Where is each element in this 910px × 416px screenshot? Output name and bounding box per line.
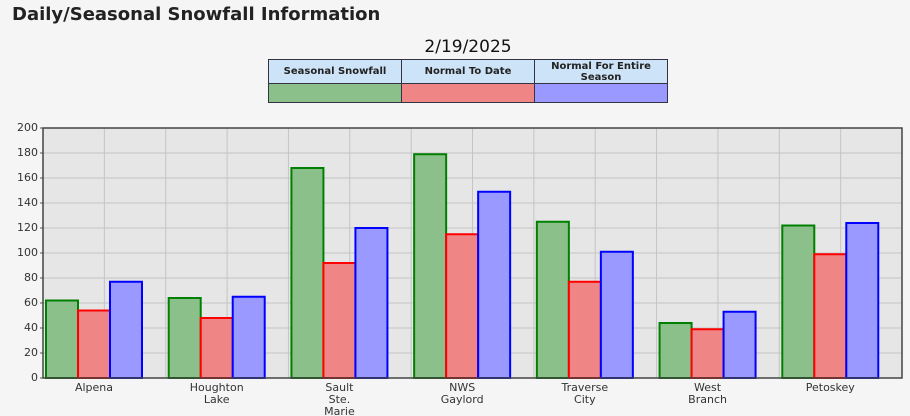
page-title: Daily/Seasonal Snowfall Information [12, 4, 381, 25]
bar [658, 322, 693, 379]
bar [445, 233, 480, 379]
y-tick-label: 180 [17, 146, 38, 159]
y-tick-label: 160 [17, 171, 38, 184]
bar [722, 310, 757, 379]
bar [77, 309, 111, 379]
legend-label: Seasonal Snowfall [268, 59, 402, 84]
x-tick-label: NWS Gaylord [440, 381, 484, 406]
x-tick-label: Alpena [74, 381, 114, 394]
x-tick-label: Traverse City [561, 381, 609, 406]
bar [167, 297, 202, 379]
bar [781, 224, 816, 379]
bar [322, 262, 357, 379]
legend-label: Normal For Entire Season [534, 59, 668, 84]
bar [845, 222, 880, 379]
y-tick-label: 40 [24, 321, 38, 334]
y-tick-label: 80 [24, 271, 38, 284]
bar [354, 227, 389, 379]
bar [690, 328, 725, 379]
x-tick-label: Petoskey [805, 381, 855, 394]
legend-swatch [401, 83, 535, 103]
chart-title: 2/19/2025 [424, 37, 512, 57]
bar [45, 299, 79, 379]
bar [599, 250, 634, 379]
x-tick-label: Houghton Lake [189, 381, 244, 406]
y-tick-label: 140 [17, 196, 38, 209]
y-tick-label: 60 [24, 296, 38, 309]
y-tick-label: 20 [24, 346, 38, 359]
legend-swatch [534, 83, 668, 103]
bar [535, 220, 570, 379]
y-tick-label: 100 [17, 246, 38, 259]
y-tick-label: 200 [17, 121, 38, 134]
bar [199, 317, 234, 379]
x-tick-label: West Branch [688, 381, 727, 406]
y-tick-label: 120 [17, 221, 38, 234]
x-tick-label: Sault Ste. Marie [324, 381, 355, 416]
bar [109, 280, 143, 379]
y-tick-label: 0 [31, 371, 38, 384]
bar [813, 253, 848, 379]
legend: Seasonal Snowfall Normal To Date Normal Fo… [268, 59, 668, 103]
bar [477, 190, 512, 379]
bar [413, 153, 448, 379]
bar [290, 167, 325, 379]
bar [567, 280, 602, 379]
plot-frame [42, 127, 903, 379]
legend-label: Normal To Date [401, 59, 535, 84]
legend-swatch [268, 83, 402, 103]
bar [231, 295, 266, 379]
